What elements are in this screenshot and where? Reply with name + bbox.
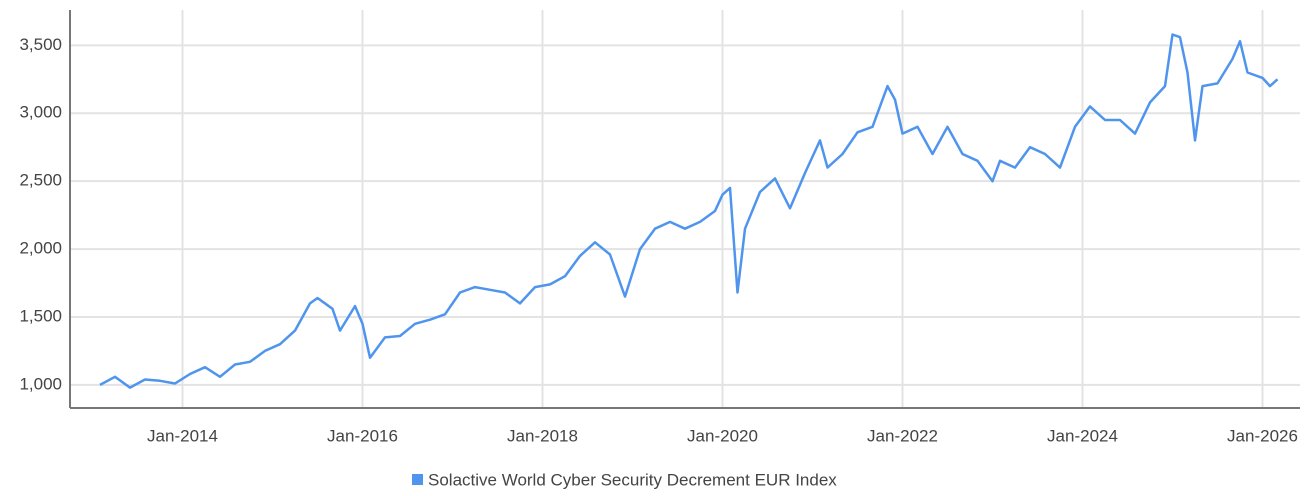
y-tick-label: 2,000: [19, 239, 62, 258]
x-tick-label: Jan-2022: [867, 426, 938, 445]
x-tick-label: Jan-2020: [687, 426, 758, 445]
legend-swatch: [412, 474, 423, 485]
y-tick-label: 3,500: [19, 35, 62, 54]
x-tick-label: Jan-2026: [1227, 426, 1298, 445]
y-tick-label: 3,000: [19, 103, 62, 122]
legend-label: Solactive World Cyber Security Decrement…: [428, 470, 837, 489]
x-tick-label: Jan-2024: [1047, 426, 1118, 445]
x-tick-label: Jan-2014: [147, 426, 218, 445]
y-tick-label: 1,000: [19, 374, 62, 393]
y-tick-label: 1,500: [19, 306, 62, 325]
data-line: [99, 33, 1279, 389]
x-tick-label: Jan-2016: [327, 426, 398, 445]
y-tick-label: 2,500: [19, 171, 62, 190]
x-tick-label: Jan-2018: [507, 426, 578, 445]
